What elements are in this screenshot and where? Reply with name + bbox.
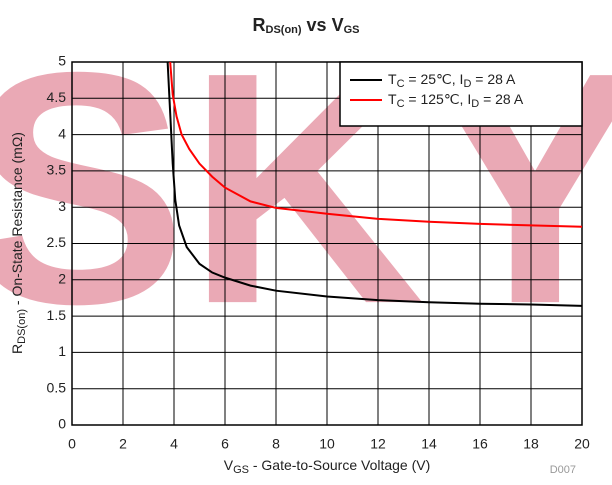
y-tick-label: 3.5 xyxy=(47,162,67,178)
y-axis-label-part: - On-State Resistance (mΩ) xyxy=(9,132,25,309)
y-tick-label: 2 xyxy=(58,271,66,287)
legend-label-part: C xyxy=(397,98,405,110)
y-axis-label-part: DS(on) xyxy=(16,309,28,344)
chart-title: RDS(on) vs VGS xyxy=(253,15,360,36)
x-tick-label: 18 xyxy=(523,436,539,452)
legend-label-part: T xyxy=(388,71,397,87)
legend-label-part: C xyxy=(397,78,405,90)
x-tick-label: 20 xyxy=(574,436,590,452)
x-axis-label: VGS - Gate-to-Source Voltage (V) xyxy=(224,457,431,476)
series-line xyxy=(169,61,583,228)
chart-title-part: vs V xyxy=(302,15,344,35)
x-axis-label-part: GS xyxy=(233,464,249,476)
legend-label-part: = 28 A xyxy=(479,91,524,107)
x-tick-label: 6 xyxy=(221,436,229,452)
y-tick-label: 5 xyxy=(58,53,66,69)
chart-title-part: GS xyxy=(344,24,360,36)
legend-label-part: D xyxy=(471,98,479,110)
legend-label-part: D xyxy=(463,78,471,90)
legend-label-part: T xyxy=(388,91,397,107)
y-tick-label: 1 xyxy=(58,343,66,359)
legend-label-part: = 28 A xyxy=(471,71,516,87)
x-tick-label: 8 xyxy=(272,436,280,452)
x-tick-label: 12 xyxy=(370,436,386,452)
legend-label-part: = 125℃, I xyxy=(405,91,472,107)
x-tick-label: 16 xyxy=(472,436,488,452)
y-tick-label: 3 xyxy=(58,198,66,214)
y-tick-label: 0.5 xyxy=(47,379,67,395)
y-tick-label: 4.5 xyxy=(47,89,67,105)
y-axis-label-part: R xyxy=(9,344,25,354)
legend-label: TC = 25℃, ID = 28 A xyxy=(388,71,516,90)
y-tick-label: 4 xyxy=(58,125,66,141)
y-tick-label: 2.5 xyxy=(47,234,67,250)
x-axis-label-part: - Gate-to-Source Voltage (V) xyxy=(249,457,430,473)
x-tick-label: 4 xyxy=(170,436,178,452)
x-tick-label: 0 xyxy=(68,436,76,452)
y-tick-label: 1.5 xyxy=(47,307,67,323)
watermark: SKY xyxy=(0,3,612,372)
x-axis-label-part: V xyxy=(224,457,234,473)
x-tick-label: 10 xyxy=(319,436,335,452)
series-line xyxy=(166,61,583,307)
footnote: D007 xyxy=(550,464,576,476)
x-tick-label: 2 xyxy=(119,436,127,452)
x-tick-label: 14 xyxy=(421,436,437,452)
chart-title-part: R xyxy=(253,15,266,35)
y-axis-label: RDS(on) - On-State Resistance (mΩ) xyxy=(9,132,28,354)
chart-title-part: DS(on) xyxy=(266,24,302,36)
legend-label-part: = 25℃, I xyxy=(405,71,464,87)
legend-label: TC = 125℃, ID = 28 A xyxy=(388,91,524,110)
y-tick-label: 0 xyxy=(58,416,66,432)
legend-box xyxy=(339,61,583,127)
